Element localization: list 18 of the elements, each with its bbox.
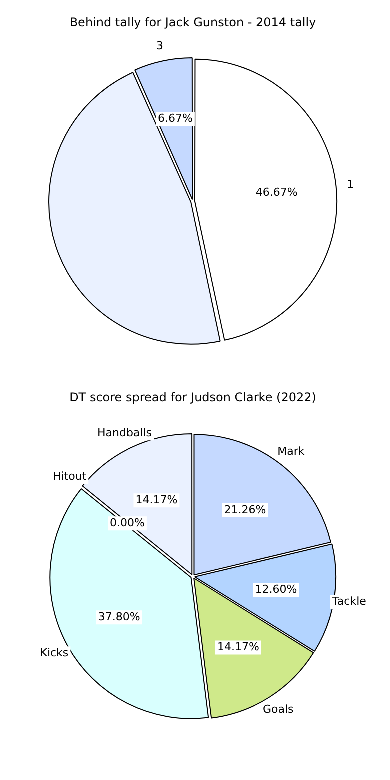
chart-title: Behind tally for Jack Gunston - 2014 tally — [70, 15, 316, 30]
data-label: 12.60% — [255, 583, 298, 596]
data-label: 6.67% — [158, 112, 193, 126]
data-label: 14.17% — [217, 640, 260, 654]
data-label: 21.26% — [224, 503, 266, 516]
slice-label: Goals — [262, 703, 294, 716]
slice-label: Kicks — [40, 646, 69, 660]
data-label: 37.80% — [98, 610, 140, 624]
slice-label: 3 — [156, 40, 164, 53]
chart-title: DT score spread for Judson Clarke (2022) — [70, 390, 316, 404]
data-label: 46.67% — [256, 186, 298, 199]
slice-label: Handballs — [97, 426, 152, 440]
slice-label: Mark — [278, 445, 306, 458]
text: 0.00% — [110, 516, 145, 530]
category-label: Hitout — [52, 470, 87, 483]
slice-label: 1 — [347, 178, 354, 192]
data-label: 14.17% — [136, 493, 178, 506]
slice-label: Tackle — [332, 594, 367, 608]
